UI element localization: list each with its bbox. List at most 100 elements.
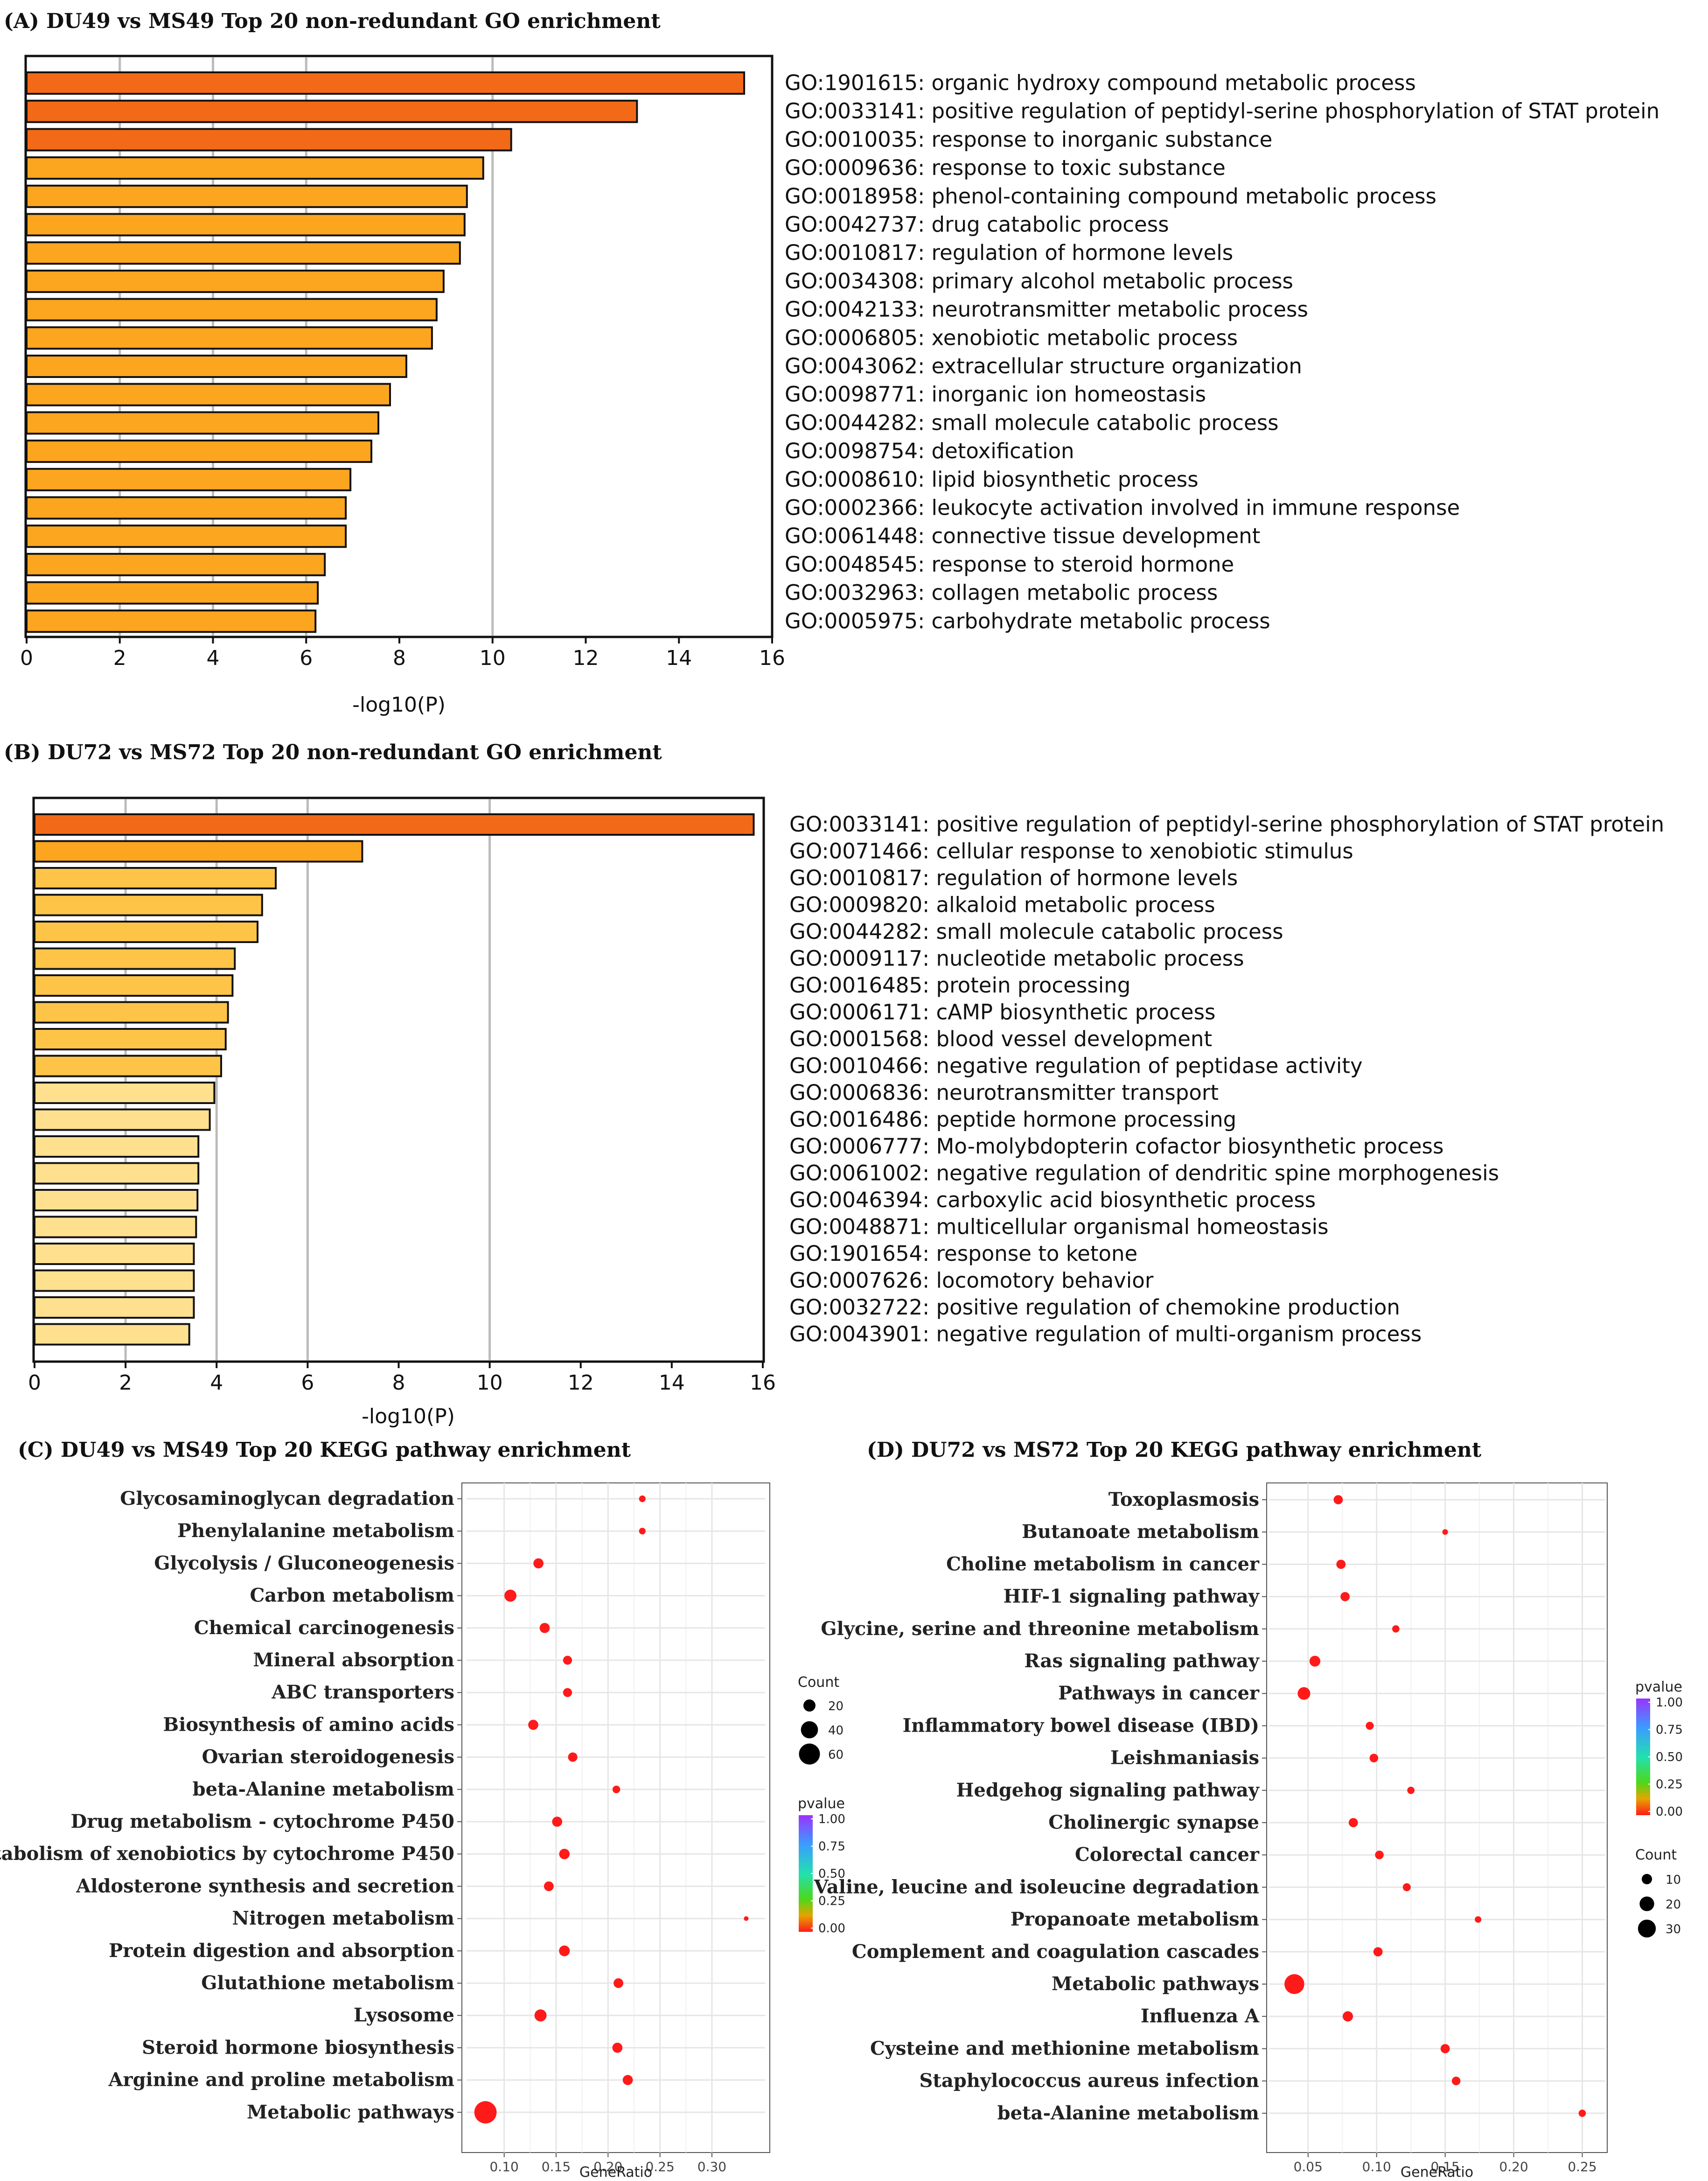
- pathway-label: Aldosterone synthesis and secretion: [76, 1875, 454, 1897]
- go-term-label: GO:0010817: regulation of hormone levels: [785, 240, 1233, 265]
- pathway-label: Staphylococcus aureus infection: [920, 2070, 1260, 2092]
- go-term-label: GO:0043062: extracellular structure orga…: [785, 354, 1302, 378]
- go-term-label: GO:0032963: collagen metabolic process: [785, 580, 1218, 605]
- count-legend-dot: [799, 1743, 820, 1765]
- pathway-dot: [504, 1589, 516, 1602]
- pvalue-legend-label: 1.00: [1656, 1696, 1683, 1710]
- x-tick-label: 14: [659, 1371, 685, 1395]
- count-legend-label: 20: [828, 1699, 844, 1713]
- bar: [34, 1243, 195, 1265]
- x-tick-label: 14: [666, 646, 692, 670]
- pathway-label: Metabolic pathways: [1052, 1973, 1259, 1995]
- bar: [34, 1108, 211, 1131]
- pathway-dot: [1440, 2044, 1450, 2054]
- go-term-label: GO:0043901: negative regulation of multi…: [789, 1322, 1422, 1347]
- go-term-label: GO:0010817: regulation of hormone levels: [789, 866, 1238, 890]
- pathway-dot: [563, 1688, 572, 1697]
- pathway-label: Steroid hormone biosynthesis: [142, 2036, 454, 2058]
- panel-c: (C) DU49 vs MS49 Top 20 KEGG pathway enr…: [0, 1438, 845, 2181]
- pathway-label: Cholinergic synapse: [1048, 1811, 1259, 1833]
- panel-b-x-ticks: 0 2 4 6 8 10 12 14 16: [28, 1362, 776, 1395]
- bar: [26, 355, 407, 378]
- pvalue-legend-label: 0.75: [818, 1840, 845, 1854]
- pathway-label: Biosynthesis of amino acids: [163, 1713, 454, 1735]
- panel-c-dots: [474, 1495, 749, 2124]
- pathway-label: ABC transporters: [271, 1681, 454, 1703]
- count-legend-dot: [1639, 1896, 1654, 1911]
- x-tick-label: 0.25: [645, 2159, 674, 2174]
- pathway-dot: [1348, 1818, 1358, 1827]
- pathway-dot: [528, 1720, 538, 1730]
- bar: [34, 840, 363, 863]
- go-term-label: GO:0061448: connective tissue developmen…: [785, 524, 1260, 548]
- x-tick-label: 10: [480, 646, 506, 670]
- go-term-label: GO:0010035: response to inorganic substa…: [785, 127, 1272, 152]
- pathway-dot: [534, 2009, 547, 2022]
- go-term-label: GO:0034308: primary alcohol metabolic pr…: [785, 269, 1293, 294]
- bar: [34, 921, 259, 943]
- go-term-label: GO:0048871: multicellular organismal hom…: [789, 1215, 1329, 1239]
- pathway-dot: [533, 1558, 544, 1569]
- go-term-label: GO:0016485: protein processing: [789, 973, 1130, 998]
- x-tick-label: 0: [20, 646, 33, 670]
- count-legend-dot: [1638, 1919, 1656, 1938]
- panel-a: (A) DU49 vs MS49 Top 20 non-redundant GO…: [4, 9, 1659, 717]
- panel-d-plot-frame: [1266, 1482, 1608, 2153]
- pathway-label: Complement and coagulation cascades: [852, 1941, 1259, 1963]
- go-term-label: GO:0009820: alkaloid metabolic process: [789, 893, 1215, 917]
- go-term-label: GO:0009636: response to toxic substance: [785, 155, 1226, 180]
- bar: [26, 468, 352, 491]
- go-term-label: GO:0006805: xenobiotic metabolic process: [785, 325, 1238, 350]
- bar: [34, 1001, 229, 1024]
- bar: [26, 128, 512, 152]
- pathway-label: Chemical carcinogenesis: [194, 1617, 454, 1639]
- panel-b-term-labels: GO:0033141: positive regulation of pepti…: [789, 812, 1664, 1347]
- count-legend-label: 10: [1666, 1873, 1681, 1887]
- x-tick-label: 0.15: [542, 2159, 571, 2174]
- pathway-dot: [639, 1528, 646, 1535]
- x-tick-label: 0.20: [1499, 2159, 1528, 2174]
- go-term-label: GO:0002366: leukocyte activation involve…: [785, 496, 1460, 520]
- bar: [26, 71, 746, 95]
- bar: [34, 1189, 199, 1211]
- pathway-dot: [612, 2042, 623, 2053]
- bar: [34, 1135, 200, 1158]
- bar: [26, 552, 326, 576]
- pathway-dot: [1309, 1656, 1321, 1667]
- pathway-dot: [559, 1945, 570, 1957]
- bar: [34, 867, 277, 889]
- pathway-label: Carbon metabolism: [250, 1585, 454, 1607]
- go-term-label: GO:0007626: locomotory behavior: [789, 1268, 1154, 1293]
- pathway-label: beta-Alanine metabolism: [193, 1778, 454, 1800]
- count-legend-label: 30: [1666, 1922, 1681, 1936]
- bar: [26, 298, 438, 322]
- bar: [26, 241, 461, 265]
- pathway-dot: [474, 2101, 497, 2124]
- x-tick-label: 6: [301, 1371, 314, 1395]
- pathway-dot: [544, 1881, 554, 1891]
- pvalue-legend-label: 1.00: [818, 1812, 845, 1826]
- pathway-label: Phenylalanine metabolism: [177, 1520, 454, 1542]
- pvalue-legend-label: 0.50: [1656, 1750, 1683, 1764]
- bar: [26, 156, 484, 180]
- x-tick-label: 4: [207, 646, 220, 670]
- go-term-label: GO:0006777: Mo-molybdopterin cofactor bi…: [789, 1134, 1443, 1159]
- bar: [34, 947, 236, 970]
- go-term-label: GO:0033141: positive regulation of pepti…: [789, 812, 1664, 837]
- pathway-label: Nitrogen metabolism: [232, 1908, 454, 1929]
- panel-a-term-labels: GO:1901615: organic hydroxy compound met…: [785, 70, 1659, 633]
- pvalue-legend-label: 0.00: [818, 1922, 845, 1936]
- pathway-dot: [639, 1495, 646, 1503]
- panel-d-x-axis-label: GeneRatio: [1401, 2164, 1473, 2181]
- go-term-label: GO:0016486: peptide hormone processing: [789, 1107, 1236, 1132]
- panel-d-pathway-labels: Toxoplasmosis Butanoate metabolism Choline…: [813, 1489, 1260, 2124]
- pathway-label: Ovarian steroidogenesis: [202, 1746, 454, 1768]
- pathway-dot: [612, 1785, 620, 1794]
- go-term-label: GO:1901654: response to ketone: [789, 1241, 1137, 1266]
- pathway-dot: [539, 1622, 550, 1633]
- x-tick-label: 0: [28, 1371, 41, 1395]
- pvalue-legend-label: 0.75: [1656, 1723, 1683, 1737]
- panel-c-x-axis-label: GeneRatio: [579, 2164, 652, 2181]
- bar: [26, 524, 347, 548]
- go-term-label: GO:0018958: phenol-containing compound m…: [785, 184, 1436, 209]
